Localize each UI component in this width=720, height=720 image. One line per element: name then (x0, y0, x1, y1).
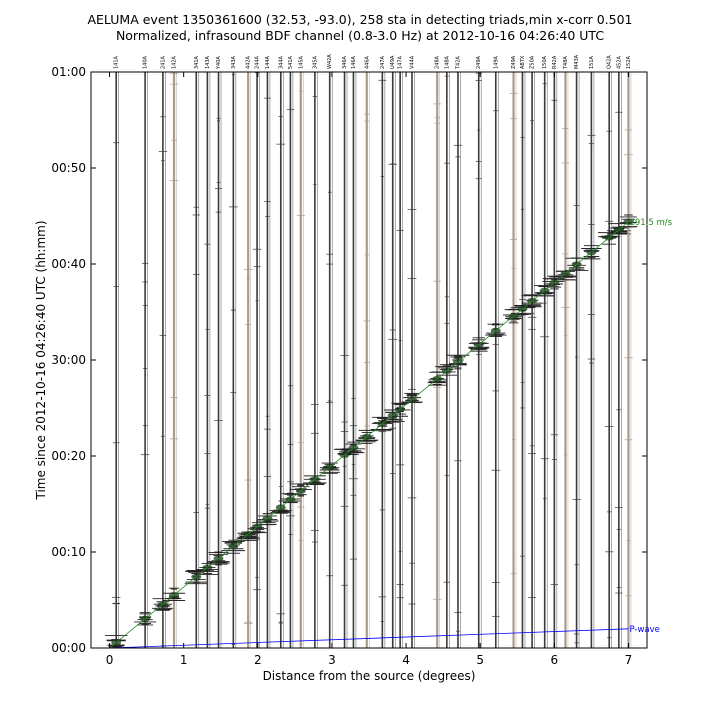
chart-subtitle: Normalized, infrasound BDF channel (0.8-… (115, 28, 605, 43)
x-tick-label: 5 (476, 653, 484, 667)
x-axis-label: Distance from the source (degrees) (263, 669, 476, 683)
station-label: Y40A (216, 56, 222, 70)
station-label: 145A (298, 55, 304, 69)
station-trace (581, 72, 602, 648)
station-label: Z50A (530, 55, 536, 69)
station-trace (435, 72, 459, 648)
station-label: 140A (143, 55, 149, 69)
station-label: 343A (231, 55, 237, 69)
x-tick-label: 6 (551, 653, 559, 667)
velocity-lines (109, 221, 629, 649)
chart-title: AELUMA event 1350361600 (32.53, -93.0), … (87, 12, 633, 27)
station-label: V44A (409, 55, 415, 69)
y-tick-label: 00:20 (51, 449, 86, 463)
y-tick-label: 01:00 (51, 65, 86, 79)
station-label: 151A (589, 55, 595, 69)
station-trace (134, 72, 157, 648)
station-trace (184, 72, 208, 648)
station-label: 152A (626, 55, 632, 69)
station-label: 146A (351, 55, 357, 69)
station-trace (319, 72, 341, 648)
y-axis: 00:00 00:10 00:20 30:00 00:40 00:50 01:00 (51, 65, 647, 655)
station-labels: 141A 140A 241A 142A 341A 143A Y40A 343A 442A 244A… (114, 54, 632, 70)
station-label: 244A (255, 55, 261, 69)
station-label: 144A (265, 55, 271, 69)
y-tick-label: 30:00 (51, 353, 86, 367)
station-label: 341A (194, 55, 200, 69)
station-label: 241A (160, 55, 166, 69)
station-label: T42A (455, 56, 461, 70)
station-label: 149A (493, 55, 499, 69)
station-label: R42A (552, 55, 558, 69)
station-label: 143A (205, 55, 211, 69)
station-label: 344A (278, 55, 284, 69)
station-label: 452A (616, 55, 622, 69)
station-label: U49A (390, 55, 396, 69)
station-trace (207, 72, 230, 648)
velocity-annotation: 291.5 m/s (629, 218, 672, 228)
station-trace (195, 72, 220, 648)
y-tick-label: 00:50 (51, 161, 86, 175)
station-trace (619, 72, 638, 648)
station-label: 345A (312, 55, 318, 69)
y-tick-label: 00:10 (51, 545, 86, 559)
station-trace (401, 72, 423, 648)
station-label: W42A (327, 54, 333, 69)
velocity-291-line (109, 221, 629, 649)
station-label: ABTX (520, 55, 526, 69)
station-trace (606, 72, 631, 648)
station-label: 150A (542, 55, 548, 69)
station-label: 541A (288, 55, 294, 69)
station-label: 248A (435, 55, 441, 69)
station-label: T48A (563, 56, 569, 70)
station-trace (269, 72, 292, 648)
x-tick-label: 0 (106, 653, 114, 667)
x-tick-label: 1 (180, 653, 188, 667)
station-trace (236, 72, 261, 648)
p-wave-annotation: P-wave (629, 625, 659, 635)
station-trace (521, 72, 543, 648)
annotations: 291.5 m/s P-wave (629, 218, 672, 635)
station-trace (256, 72, 279, 648)
y-tick-label: 00:40 (51, 257, 86, 271)
station-label: 346A (342, 55, 348, 69)
station-label: Z49A (511, 55, 517, 69)
x-tick-label: 7 (625, 653, 633, 667)
station-label: 141A (114, 55, 120, 69)
x-tick-label: 2 (254, 653, 262, 667)
station-trace (380, 72, 405, 648)
station-trace (598, 72, 621, 648)
station-label: 247A (380, 55, 386, 69)
station-trace (152, 72, 174, 648)
station-trace (542, 71, 567, 648)
x-tick-label: 4 (402, 653, 410, 667)
station-label: 442A (246, 55, 252, 69)
station-trace (468, 72, 490, 648)
station-label: 147A (398, 55, 404, 69)
station-label: M43A (574, 54, 580, 69)
x-axis: 0 1 2 3 4 5 6 7 (106, 72, 633, 667)
station-label: 249A (476, 55, 482, 69)
station-label: 148A (444, 55, 450, 69)
station-trace (104, 72, 128, 648)
station-label: Q42A (607, 55, 613, 69)
station-trace (427, 72, 447, 648)
station-trace (303, 72, 327, 648)
y-tick-label: 00:00 (51, 641, 86, 655)
station-traces (104, 71, 638, 648)
station-label: 446A (364, 55, 370, 69)
y-axis-label: Time since 2012-10-16 04:26:40 UTC (hh:m… (34, 220, 48, 500)
x-tick-label: 3 (328, 653, 336, 667)
station-label: 142A (172, 55, 178, 69)
station-trace (389, 72, 411, 648)
station-trace (221, 72, 246, 648)
p-wave-line (109, 628, 629, 649)
